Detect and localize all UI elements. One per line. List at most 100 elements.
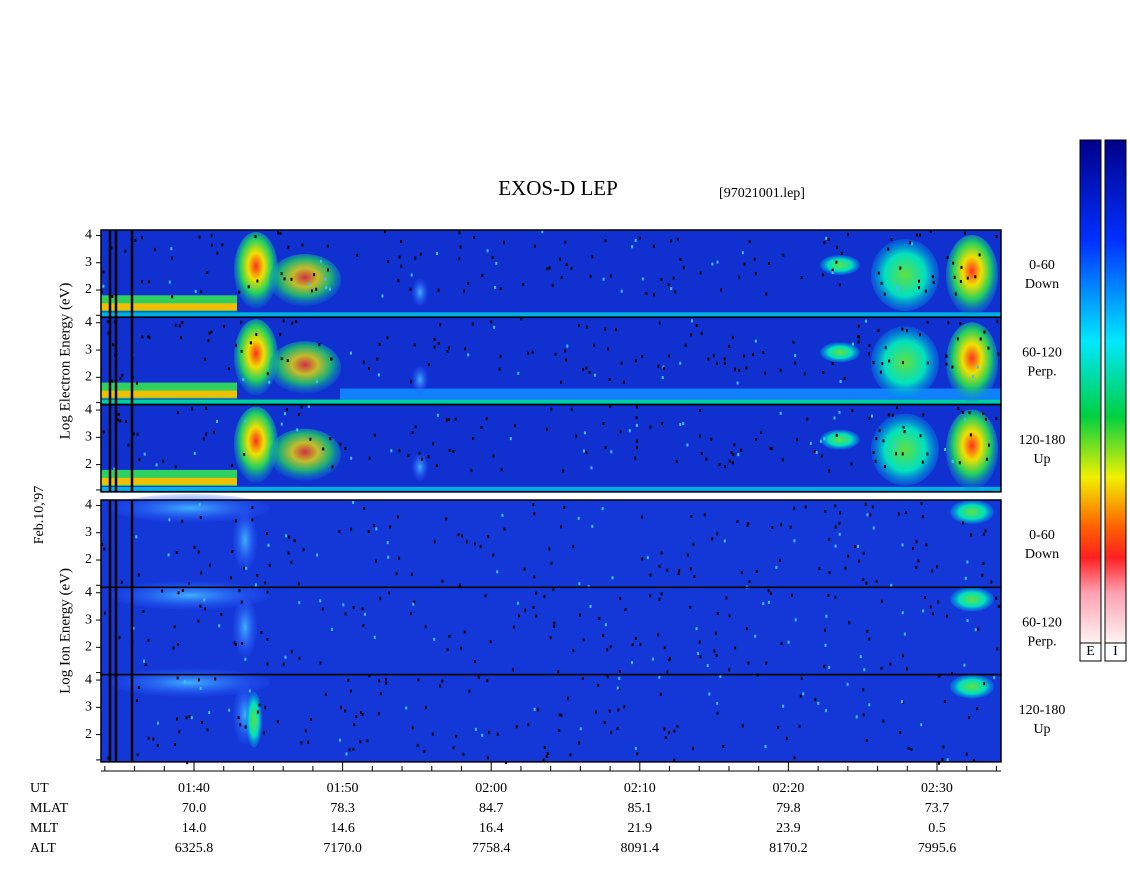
speckle [244, 419, 247, 423]
speckle [618, 687, 620, 691]
speckle [823, 241, 826, 245]
y-tick-label: 3 [85, 255, 92, 270]
speckle [902, 700, 905, 704]
speckle [379, 692, 382, 696]
speckle [982, 412, 985, 415]
speckle [728, 614, 731, 618]
speckle [956, 337, 959, 341]
speckle [241, 642, 244, 645]
footer-value: 85.1 [628, 801, 653, 816]
speckle [620, 361, 623, 365]
speckle [771, 526, 774, 529]
speckle [121, 373, 124, 377]
speckle [367, 530, 370, 534]
speckle [868, 417, 871, 420]
footer-value: 70.0 [182, 801, 207, 816]
speckle [960, 265, 963, 269]
subpanel-frame [100, 403, 1002, 493]
speckle [136, 753, 139, 757]
footer-value: 0.5 [928, 821, 946, 836]
speckle [570, 266, 573, 270]
speckle [745, 366, 748, 370]
speckle [136, 699, 138, 703]
speckle [723, 539, 726, 543]
speckle [563, 505, 566, 509]
speckle [315, 287, 318, 291]
speckle [176, 676, 179, 680]
speckle [649, 594, 652, 598]
speckle [523, 567, 526, 571]
speckle [193, 545, 196, 549]
speckle [260, 631, 263, 634]
speckle [686, 553, 689, 557]
speckle [635, 416, 638, 420]
speckle [533, 512, 536, 516]
speckle [710, 437, 713, 441]
speckle [167, 553, 170, 557]
speckle [491, 255, 494, 259]
speckle [119, 377, 122, 381]
speckle [290, 277, 293, 281]
speckle [302, 548, 305, 552]
speckle [794, 354, 797, 358]
speckle [663, 646, 666, 650]
speckle [700, 331, 703, 335]
speckle [310, 289, 313, 293]
speckle [107, 331, 110, 335]
footer-value: 8091.4 [621, 841, 660, 856]
speckle [102, 284, 105, 288]
speckle [606, 648, 609, 652]
speckle [319, 259, 322, 263]
speckle [361, 607, 364, 611]
speckle [692, 542, 695, 546]
speckle [198, 235, 201, 239]
speckle [465, 540, 468, 544]
speckle [543, 745, 546, 749]
speckle [352, 605, 355, 609]
speckle [419, 252, 422, 256]
speckle [682, 266, 685, 270]
speckle [762, 602, 765, 606]
speckle [690, 333, 692, 337]
speckle [620, 289, 623, 293]
speckle [240, 600, 243, 604]
speckle [363, 507, 366, 510]
speckle [787, 640, 790, 644]
speckle [141, 236, 143, 240]
speckle [741, 724, 744, 728]
speckle [699, 271, 702, 275]
speckle [825, 614, 828, 618]
speckle [473, 236, 476, 239]
speckle [899, 266, 902, 270]
speckle [716, 711, 719, 715]
flux-blob [234, 232, 278, 308]
speckle [890, 583, 893, 587]
speckle [479, 545, 482, 549]
flux-blob [950, 500, 994, 524]
speckle [828, 538, 831, 542]
speckle [293, 539, 296, 543]
speckle [178, 324, 181, 328]
speckle [409, 611, 412, 615]
speckle [550, 407, 553, 411]
date-label: Feb.10,'97 [32, 486, 47, 545]
speckle [802, 692, 805, 696]
speckle [859, 655, 862, 659]
speckle [649, 425, 652, 429]
speckle [708, 692, 711, 696]
speckle [589, 274, 592, 278]
colorbar-label: E [1086, 644, 1095, 659]
speckle [777, 725, 780, 729]
speckle [297, 582, 300, 586]
speckle [348, 748, 351, 752]
speckle [307, 740, 310, 744]
speckle [631, 643, 634, 647]
speckle [537, 708, 540, 712]
speckle [256, 574, 259, 577]
speckle [682, 422, 685, 426]
speckle [723, 357, 726, 361]
speckle [468, 689, 471, 693]
speckle [748, 240, 751, 244]
speckle [725, 596, 728, 600]
speckle [924, 596, 927, 599]
